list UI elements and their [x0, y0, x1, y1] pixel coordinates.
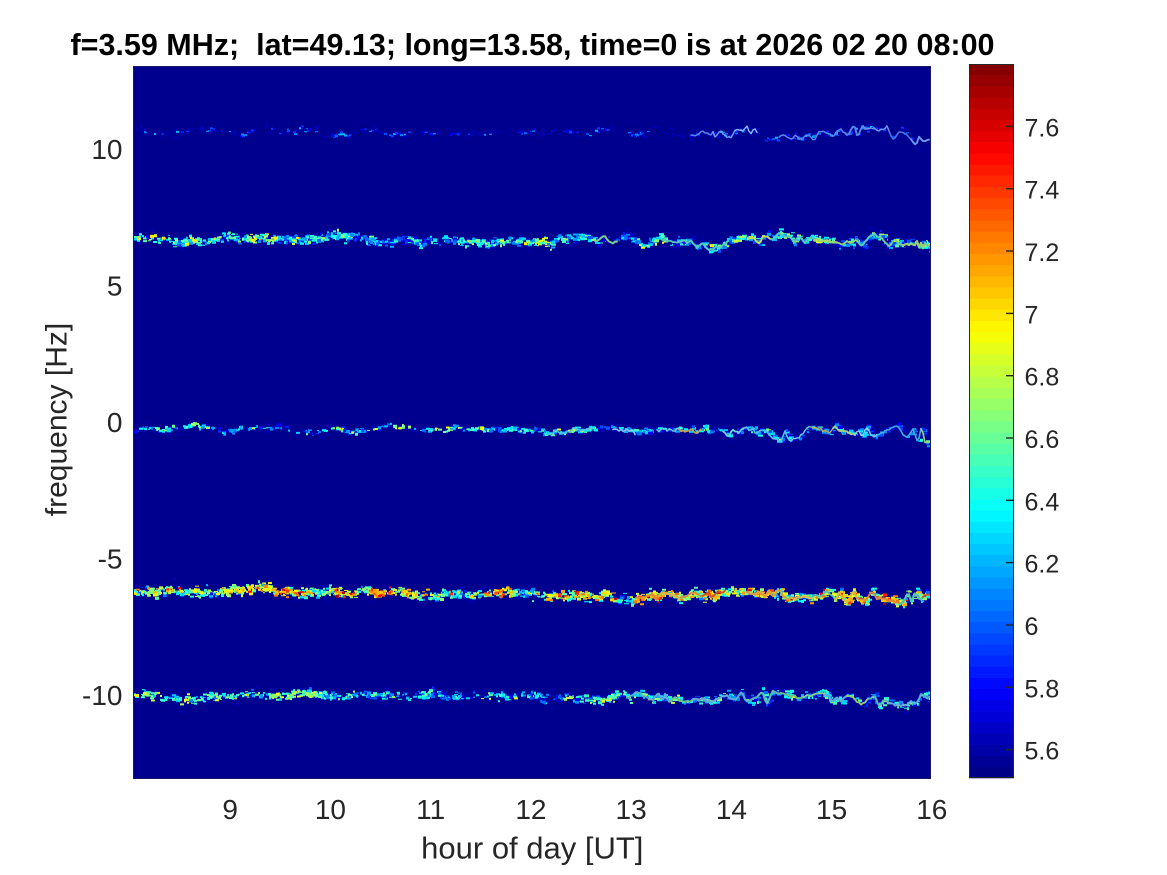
svg-text:12: 12	[515, 794, 546, 825]
svg-text:11: 11	[416, 794, 445, 825]
svg-text:-5: -5	[98, 543, 123, 574]
svg-text:7.6: 7.6	[1025, 114, 1060, 142]
svg-text:13: 13	[616, 794, 647, 825]
svg-text:6.2: 6.2	[1025, 551, 1060, 579]
svg-text:-10: -10	[82, 680, 122, 711]
svg-text:5: 5	[107, 270, 123, 301]
svg-text:frequency [Hz]: frequency [Hz]	[41, 323, 74, 516]
svg-text:5.8: 5.8	[1025, 675, 1060, 703]
svg-text:6: 6	[1025, 613, 1039, 641]
svg-text:15: 15	[816, 794, 847, 825]
svg-text:10: 10	[91, 134, 122, 165]
svg-text:7.2: 7.2	[1025, 239, 1060, 267]
svg-text:f=3.59 MHz; lat=49.13; long=1: f=3.59 MHz; lat=49.13; long=13.58, time=…	[71, 28, 995, 62]
svg-text:0: 0	[107, 407, 123, 438]
svg-text:16: 16	[916, 794, 947, 825]
svg-text:7.4: 7.4	[1025, 177, 1060, 205]
svg-text:6.8: 6.8	[1025, 364, 1060, 392]
svg-text:9: 9	[222, 794, 238, 825]
svg-text:10: 10	[315, 794, 346, 825]
svg-text:6.6: 6.6	[1025, 426, 1060, 454]
svg-text:6.4: 6.4	[1025, 488, 1060, 516]
svg-text:5.6: 5.6	[1025, 738, 1060, 766]
svg-text:7: 7	[1025, 301, 1039, 329]
svg-text:14: 14	[716, 794, 747, 825]
svg-text:hour of day [UT]: hour of day [UT]	[421, 831, 643, 866]
